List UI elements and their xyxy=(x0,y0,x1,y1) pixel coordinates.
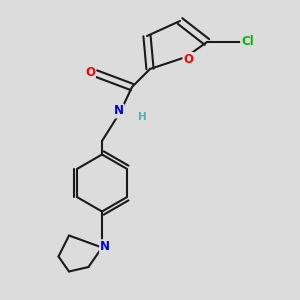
Text: N: N xyxy=(113,104,124,118)
Text: O: O xyxy=(85,65,95,79)
Text: Cl: Cl xyxy=(241,34,254,48)
Text: O: O xyxy=(183,53,194,66)
Text: N: N xyxy=(100,240,110,253)
Text: H: H xyxy=(138,112,147,122)
